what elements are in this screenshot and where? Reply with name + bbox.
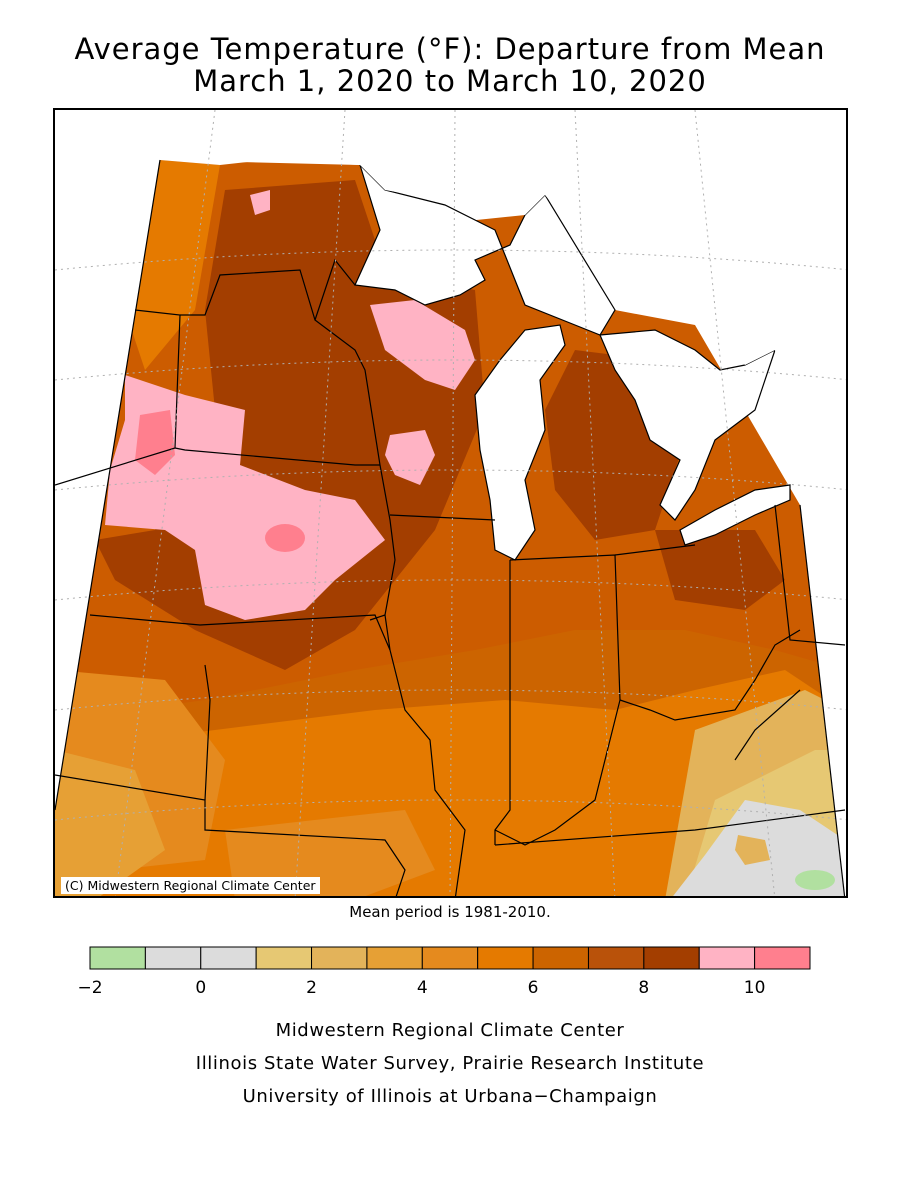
- contour-9-10-minnesota: [250, 190, 270, 215]
- legend-bin-12: [754, 946, 811, 970]
- legend-bin-2: [200, 946, 257, 970]
- legend-bin-1: [144, 946, 202, 970]
- lake-michigan: [474, 324, 566, 561]
- credit-line-1: Midwestern Regional Climate Center: [275, 1020, 625, 1041]
- contour-9-10-iowa: [385, 430, 435, 485]
- credit-line-3: University of Illinois at Urbana−Champai…: [242, 1086, 658, 1107]
- legend-bin-6: [421, 946, 479, 970]
- contour-8-9-ohio: [655, 530, 785, 610]
- contour-tan-island: [735, 835, 770, 865]
- legend-tick-label: 4: [417, 978, 428, 998]
- lake-huron: [599, 329, 777, 521]
- legend-bin-5: [366, 946, 423, 970]
- contour-green-spot: [795, 870, 835, 890]
- legend-bin-3: [255, 946, 313, 970]
- legend-bin-10: [643, 946, 700, 970]
- map-copyright: (C) Midwestern Regional Climate Center: [61, 877, 320, 894]
- contour-10-11-a: [135, 410, 175, 475]
- mean-period-note: Mean period is 1981-2010.: [349, 903, 551, 921]
- map-title-line-2: March 1, 2020 to March 10, 2020: [193, 64, 707, 98]
- legend-tick-label: 0: [195, 978, 206, 998]
- legend-bin-0: [89, 946, 146, 970]
- contour-3-4-west: [55, 750, 165, 896]
- map-graphic: [55, 110, 846, 896]
- credit-line-2: Illinois State Water Survey, Prairie Res…: [195, 1053, 705, 1074]
- contour-9-10-wisconsin: [370, 300, 475, 390]
- legend-bin-4: [311, 946, 368, 970]
- legend-tick-label: 10: [744, 978, 766, 998]
- legend-tick-label: 8: [638, 978, 649, 998]
- lake-erie: [679, 484, 791, 546]
- map-title-line-1: Average Temperature (°F): Departure from…: [74, 32, 826, 66]
- canada-landmass: [160, 110, 846, 505]
- legend-tick-label: −2: [77, 978, 102, 998]
- temperature-departure-map: (C) Midwestern Regional Climate Center: [53, 108, 848, 898]
- legend-bin-8: [532, 946, 589, 970]
- legend-bin-9: [587, 946, 645, 970]
- legend-bin-7: [477, 946, 534, 970]
- contour-10-11-b: [265, 524, 305, 552]
- legend-bin-11: [698, 946, 756, 970]
- graticule: [55, 110, 846, 896]
- legend-tick-label: 2: [306, 978, 317, 998]
- legend-tick-label: 6: [528, 978, 539, 998]
- state-borders: [55, 258, 846, 896]
